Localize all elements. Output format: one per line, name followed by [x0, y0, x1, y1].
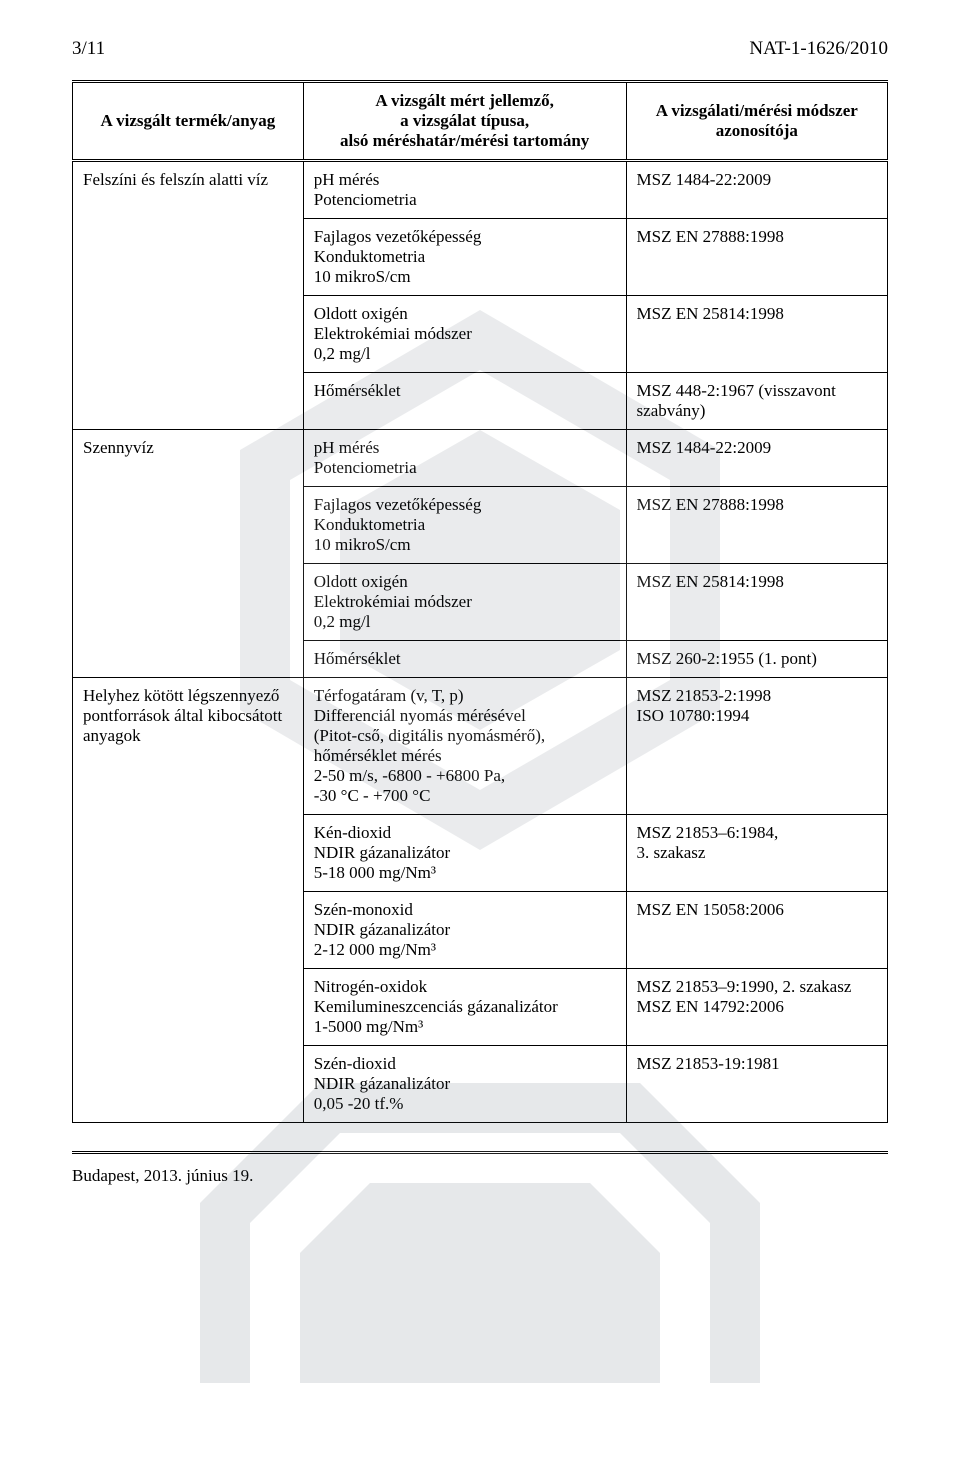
cell-method: MSZ 21853–9:1990, 2. szakasz MSZ EN 1479… [626, 969, 887, 1046]
cell-characteristic: Térfogatáram (v, T, p) Differenciál nyom… [303, 678, 626, 815]
cell-method: MSZ EN 27888:1998 [626, 219, 887, 296]
table-header-row: A vizsgált termék/anyag A vizsgált mért … [73, 82, 888, 161]
cell-method: MSZ 448-2:1967 (visszavont szabvány) [626, 373, 887, 430]
col-header-3: A vizsgálati/mérési módszer azonosítója [626, 82, 887, 161]
footer-divider [72, 1151, 888, 1154]
cell-characteristic: pH mérés Potenciometria [303, 430, 626, 487]
cell-characteristic: Kén-dioxid NDIR gázanalizátor 5-18 000 m… [303, 815, 626, 892]
col-header-1: A vizsgált termék/anyag [73, 82, 304, 161]
cell-product: Felszíni és felszín alatti víz [73, 161, 304, 430]
background-logo-bottom [200, 1083, 760, 1383]
cell-method: MSZ 21853-2:1998 ISO 10780:1994 [626, 678, 887, 815]
cell-characteristic: Fajlagos vezetőképesség Konduktometria 1… [303, 487, 626, 564]
cell-characteristic: pH mérés Potenciometria [303, 161, 626, 219]
cell-characteristic: Oldott oxigén Elektrokémiai módszer 0,2 … [303, 296, 626, 373]
cell-product: Helyhez kötött légszennyező pontforrások… [73, 678, 304, 1123]
page-header: 3/11 NAT-1-1626/2010 [72, 38, 888, 60]
cell-method: MSZ EN 25814:1998 [626, 564, 887, 641]
cell-characteristic: Szén-dioxid NDIR gázanalizátor 0,05 -20 … [303, 1046, 626, 1123]
cell-method: MSZ 21853–6:1984, 3. szakasz [626, 815, 887, 892]
page-number: 3/11 [72, 38, 105, 60]
data-table: A vizsgált termék/anyag A vizsgált mért … [72, 80, 888, 1123]
table-row: Felszíni és felszín alatti vízpH mérés P… [73, 161, 888, 219]
table-row: SzennyvízpH mérés PotenciometriaMSZ 1484… [73, 430, 888, 487]
cell-product: Szennyvíz [73, 430, 304, 678]
cell-method: MSZ 1484-22:2009 [626, 161, 887, 219]
cell-characteristic: Hőmérséklet [303, 373, 626, 430]
cell-characteristic: Szén-monoxid NDIR gázanalizátor 2-12 000… [303, 892, 626, 969]
table-body: Felszíni és felszín alatti vízpH mérés P… [73, 161, 888, 1123]
cell-method: MSZ 21853-19:1981 [626, 1046, 887, 1123]
cell-method: MSZ EN 15058:2006 [626, 892, 887, 969]
footer-text: Budapest, 2013. június 19. [72, 1166, 888, 1186]
cell-method: MSZ 1484-22:2009 [626, 430, 887, 487]
cell-characteristic: Nitrogén-oxidok Kemilumineszcenciás gáza… [303, 969, 626, 1046]
cell-characteristic: Hőmérséklet [303, 641, 626, 678]
cell-characteristic: Fajlagos vezetőképesség Konduktometria 1… [303, 219, 626, 296]
col-header-2: A vizsgált mért jellemző, a vizsgálat tí… [303, 82, 626, 161]
cell-method: MSZ EN 27888:1998 [626, 487, 887, 564]
doc-code: NAT-1-1626/2010 [749, 38, 888, 60]
table-row: Helyhez kötött légszennyező pontforrások… [73, 678, 888, 815]
cell-method: MSZ 260-2:1955 (1. pont) [626, 641, 887, 678]
cell-characteristic: Oldott oxigén Elektrokémiai módszer 0,2 … [303, 564, 626, 641]
cell-method: MSZ EN 25814:1998 [626, 296, 887, 373]
